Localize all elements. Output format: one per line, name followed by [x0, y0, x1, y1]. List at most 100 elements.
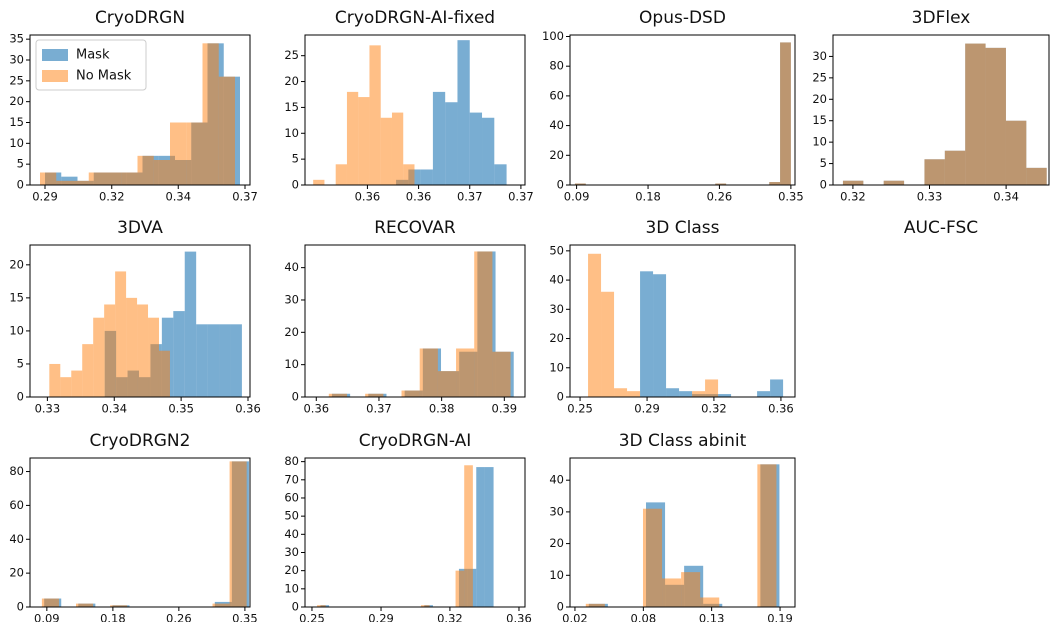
x-tick-label: 0.38: [429, 402, 455, 416]
x-tick-label: 0.32: [99, 190, 125, 204]
axes-frame: [29, 34, 251, 186]
y-tick-label: 20: [549, 536, 564, 550]
histogram-bar: [93, 317, 105, 397]
histogram-bar: [614, 388, 628, 397]
histogram-bar: [965, 43, 986, 186]
y-tick-label: 20: [9, 257, 24, 271]
y-tick-label: 0: [557, 390, 564, 404]
x-tick-label: 0.18: [635, 190, 661, 204]
axes-frame: [569, 34, 796, 186]
y-tick-label: 10: [549, 568, 564, 582]
plot-area: [40, 43, 240, 186]
histogram-bar: [76, 603, 94, 607]
histogram-bar: [82, 344, 94, 397]
y-tick-label: 20: [812, 92, 827, 106]
y-tick-label: 30: [284, 292, 299, 306]
x-tick-label: 0.34: [165, 190, 191, 204]
axes-frame: [304, 457, 526, 608]
y-tick-label: 5: [292, 152, 299, 166]
x-tick-label: 0.26: [166, 612, 192, 622]
histogram-bar: [196, 324, 208, 397]
histogram-bar: [679, 391, 693, 397]
histogram-bar: [653, 274, 667, 397]
x-tick-label: 0.34: [101, 402, 127, 416]
chart-title: Opus-DSD: [639, 8, 726, 28]
histogram-bar: [41, 598, 59, 607]
y-tick-label: 60: [9, 498, 24, 512]
legend-swatch: [42, 49, 68, 61]
y-tick-label: 10: [284, 581, 299, 595]
y-tick-label: 5: [17, 356, 24, 370]
axes-frame: [569, 244, 796, 398]
histogram-bar: [601, 291, 615, 397]
histogram-bar: [769, 182, 781, 185]
chart-title: CryoDRGN-AI-fixed: [335, 8, 495, 28]
histogram-bar: [56, 180, 73, 185]
histogram-bar: [218, 76, 235, 185]
x-tick-label: 0.37: [366, 402, 392, 416]
chart-title: 3DFlex: [912, 8, 971, 28]
x-tick-label: 0.32: [437, 612, 463, 622]
histogram-bar: [230, 324, 242, 397]
plot-area: [585, 464, 780, 607]
y-tick-label: 30: [812, 49, 827, 63]
histogram-bar: [474, 251, 493, 397]
histogram-bar: [137, 304, 149, 397]
histogram-bar: [380, 117, 392, 185]
histogram-bar: [437, 371, 457, 397]
histogram-bar: [469, 112, 483, 185]
y-tick-label: 15: [9, 115, 24, 129]
histogram-bar: [476, 467, 485, 607]
histogram-bar: [456, 348, 475, 397]
histogram-bar: [202, 43, 219, 186]
histogram-bar: [229, 461, 247, 607]
y-tick-label: 0: [292, 600, 299, 614]
histogram-bar: [110, 605, 128, 607]
x-tick-label: 0.35: [168, 402, 194, 416]
histogram-bar: [369, 45, 381, 186]
x-tick-label: 0.29: [32, 190, 58, 204]
histogram-bar: [1026, 167, 1047, 185]
y-tick-label: 15: [812, 113, 827, 127]
plot-area: [41, 461, 249, 607]
axes-frame: [569, 457, 796, 608]
x-tick-label: 0.33: [917, 190, 943, 204]
histogram-bar: [494, 164, 507, 185]
x-tick-label: 0.32: [840, 190, 866, 204]
histogram-bar: [705, 379, 719, 397]
y-tick-label: 25: [812, 70, 827, 84]
y-tick-label: 0: [557, 178, 564, 192]
histogram-bar: [666, 388, 680, 397]
plot-area: [317, 465, 494, 607]
histogram-bar: [640, 271, 654, 397]
histogram-bar: [71, 370, 83, 397]
histogram-bar: [207, 324, 220, 397]
histogram-bar: [681, 572, 701, 607]
histogram-bar: [153, 160, 170, 185]
histogram-bar: [1005, 120, 1027, 185]
histogram-bar: [420, 605, 430, 607]
y-tick-label: 35: [9, 32, 24, 46]
chart-title: RECOVAR: [374, 218, 456, 238]
plot-area: [842, 43, 1047, 186]
x-tick-label: 0.34: [993, 190, 1019, 204]
histogram-bar: [457, 40, 470, 186]
x-tick-label: 0.35: [232, 612, 258, 622]
y-tick-label: 20: [284, 325, 299, 339]
plot-area: [588, 253, 784, 397]
y-tick-label: 20: [9, 94, 24, 108]
y-tick-label: 40: [549, 273, 564, 287]
plot-area: [328, 251, 514, 397]
histogram-bar: [313, 179, 325, 185]
y-tick-label: 30: [284, 545, 299, 559]
y-tick-label: 70: [284, 472, 299, 486]
histogram-bar: [137, 155, 154, 185]
plot-area: [313, 40, 507, 186]
y-tick-label: 20: [284, 563, 299, 577]
y-tick-label: 50: [549, 243, 564, 257]
histogram-bar: [484, 467, 494, 607]
histogram-bar: [104, 304, 116, 397]
y-tick-label: 40: [284, 527, 299, 541]
histogram-bar: [718, 394, 732, 397]
